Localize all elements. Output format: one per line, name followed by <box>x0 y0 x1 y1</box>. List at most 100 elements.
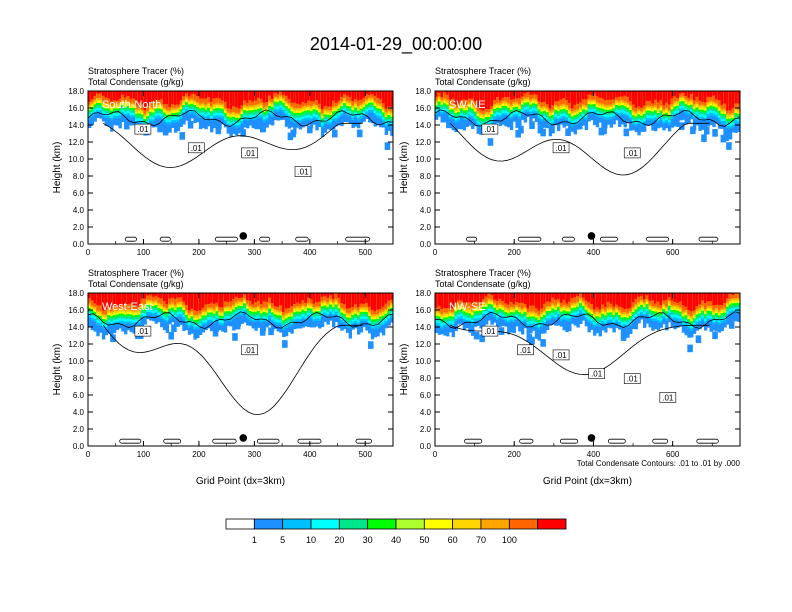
tracer-cell <box>210 293 214 303</box>
y-tick-label: 0.0 <box>420 240 432 249</box>
tracer-cell <box>390 91 393 107</box>
y-tick-label: 4.0 <box>73 206 85 215</box>
y-tick-label: 16.0 <box>68 104 84 113</box>
tracer-cell <box>381 91 386 104</box>
tracer-cell <box>723 293 727 303</box>
condensate-contours <box>87 109 394 242</box>
tracer-cell <box>287 293 292 308</box>
tracer-cell <box>731 293 736 299</box>
panel-title-line2: Total Condensate (g/kg) <box>88 279 184 289</box>
tracer-cell <box>654 293 658 304</box>
tracer-cell <box>498 293 503 299</box>
tracer-cell <box>532 91 536 95</box>
tracer-cell <box>243 91 247 101</box>
tracer-cell <box>343 91 347 95</box>
tracer-cell <box>593 91 597 94</box>
tracer-cell <box>667 91 672 105</box>
contour-line <box>212 438 237 444</box>
panel-label: West-East <box>102 301 153 313</box>
tracer-cell <box>112 293 117 305</box>
contour-label-text: .01 <box>137 125 149 134</box>
contour-label-text: .01 <box>556 351 568 360</box>
tracer-cell <box>268 91 272 101</box>
tracer-cell <box>151 293 156 297</box>
tracer-cell <box>304 91 308 104</box>
tracer-cell <box>482 91 486 111</box>
tracer-cell <box>304 293 308 303</box>
tracer-cell <box>179 91 183 101</box>
tracer-cell <box>637 293 641 297</box>
tracer-cell <box>565 128 571 137</box>
tracer-cell <box>212 293 217 304</box>
tracer-cell <box>179 293 183 298</box>
tracer-cell <box>160 91 164 100</box>
tracer-cell <box>90 293 95 301</box>
tracer-cell <box>354 91 358 100</box>
contour-line <box>259 236 271 242</box>
tracer-cell <box>637 293 641 302</box>
colorbar-label: 50 <box>419 535 429 545</box>
colorbar-label: 1 <box>252 535 257 545</box>
tracer-cell <box>631 293 636 303</box>
tracer-cell <box>604 91 608 101</box>
y-tick-label: 12.0 <box>68 138 84 147</box>
tracer-cell <box>295 91 300 104</box>
contour-label-text: .01 <box>627 149 639 158</box>
tracer-cell <box>201 91 206 99</box>
plot-frame <box>434 90 741 245</box>
contour-label: .01 <box>481 325 499 337</box>
tracer-cell <box>601 91 605 99</box>
contour-label: .01 <box>659 392 677 403</box>
tracer-cell <box>551 91 555 106</box>
tracer-cell <box>365 293 369 303</box>
tracer-cell <box>601 126 607 135</box>
tracer-cell <box>365 91 369 95</box>
tracer-cell <box>381 293 386 307</box>
y-tick-label: 12.0 <box>68 340 84 349</box>
tracer-cell <box>623 91 627 102</box>
tracer-cell <box>379 91 383 100</box>
tracer-cell <box>223 91 228 102</box>
tracer-cell <box>523 91 528 94</box>
tracer-cell <box>482 293 486 299</box>
contour-label-text: .01 <box>297 168 309 177</box>
tracer-cell <box>187 91 192 97</box>
tracer-cell <box>240 91 244 106</box>
tracer-cell <box>534 91 539 99</box>
tracer-cell <box>723 133 729 142</box>
y-tick-label: 8.0 <box>73 172 85 181</box>
contour-label: .01 <box>134 325 152 337</box>
x-tick-label: 0 <box>433 248 438 257</box>
tracer-cell <box>448 91 453 100</box>
tracer-cell <box>173 91 178 105</box>
tracer-cell <box>318 91 322 104</box>
tracer-cell <box>526 293 530 309</box>
tracer-cell <box>629 91 633 102</box>
contour-line <box>102 324 363 416</box>
tracer-cell <box>348 91 353 98</box>
tracer-cell <box>259 293 264 305</box>
tracer-cell <box>437 91 442 97</box>
tracer-cell <box>593 91 597 100</box>
y-tick-label: 2.0 <box>420 425 432 434</box>
tracer-cell <box>334 91 339 103</box>
tracer-cell <box>212 328 219 337</box>
tracer-cell <box>562 91 566 98</box>
tracer-cell <box>540 339 546 347</box>
tracer-cell <box>642 293 647 300</box>
panel-title-line2: Total Condensate (g/kg) <box>435 77 531 87</box>
tracer-cell <box>679 91 683 97</box>
tracer-cell <box>737 293 740 298</box>
tracer-cell <box>151 91 156 102</box>
tracer-cell <box>154 293 158 300</box>
tracer-cell <box>620 91 625 97</box>
panel-title-line1: Stratosphere Tracer (%) <box>88 66 184 76</box>
tracer-cell <box>157 293 161 298</box>
tracer-cell <box>490 293 494 296</box>
tracer-cell <box>121 91 125 95</box>
tracer-cell <box>101 293 106 311</box>
y-tick-label: 10.0 <box>68 357 84 366</box>
tracer-cell <box>273 293 278 307</box>
tracer-cell <box>254 293 258 303</box>
y-axis-label: Height (km) <box>399 142 410 194</box>
